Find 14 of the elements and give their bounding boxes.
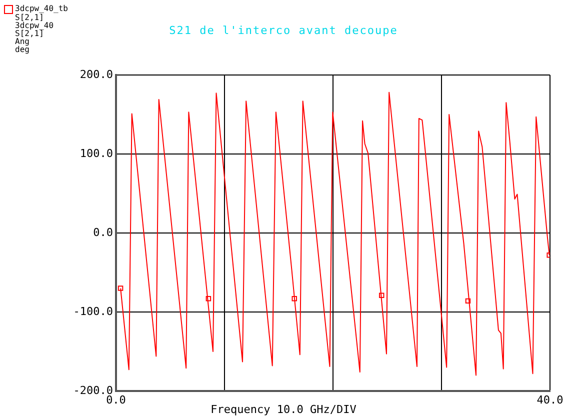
y-tick-label: 100.0 <box>80 146 113 160</box>
point <box>378 292 384 298</box>
legend-label: 3dcpw_40_tb S[2,1] 3dcpw_40 S[2,1] Ang deg <box>14 4 68 54</box>
point <box>118 286 124 291</box>
y-tick-label: 200.0 <box>80 68 113 81</box>
x-axis-title: Frequency 10.0 GHz/DIV <box>210 403 356 416</box>
x-tick-label: 40.0 <box>536 393 564 406</box>
point <box>292 296 297 302</box>
y-tick-label: -200.0 <box>73 384 113 397</box>
point <box>465 298 471 304</box>
chart-title: S21 de l'interco avant decoupe <box>169 24 398 37</box>
y-tick-label: -100.0 <box>73 304 113 318</box>
y-tick-label: 0.0 <box>93 226 113 239</box>
point <box>206 296 212 302</box>
